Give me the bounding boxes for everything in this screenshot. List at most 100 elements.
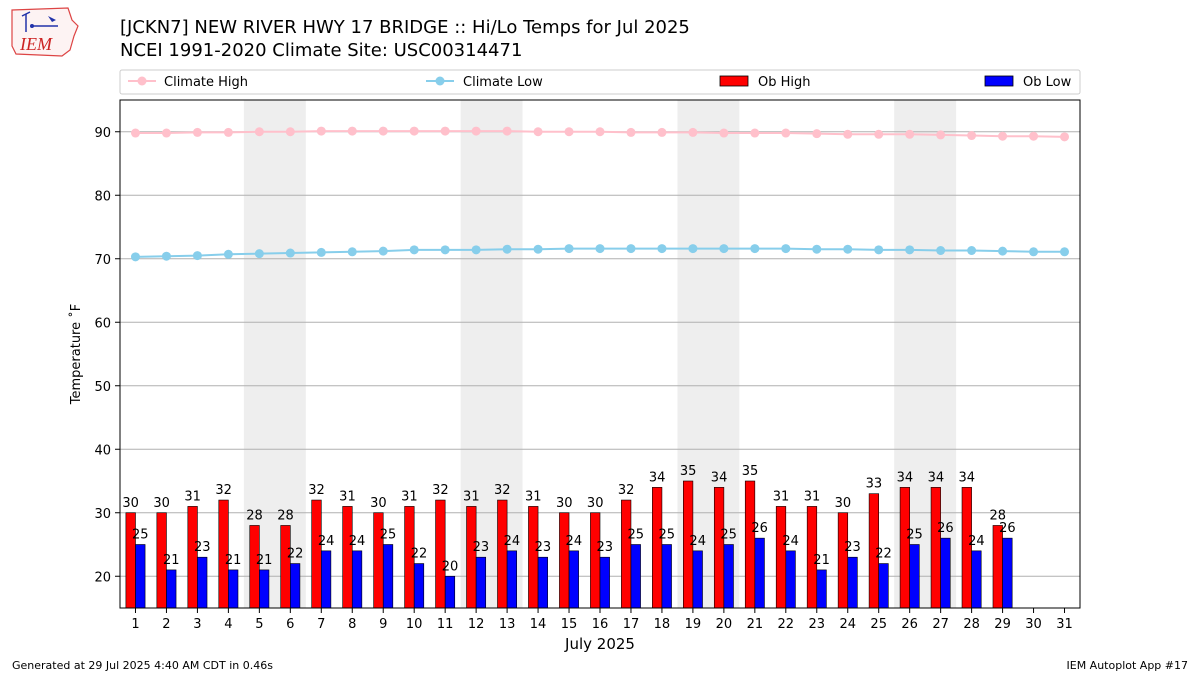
climate-high-point — [936, 130, 946, 140]
climate-low-point — [347, 247, 357, 257]
ob-high-bar-label: 31 — [773, 489, 790, 504]
ob-high-bar — [311, 499, 322, 609]
ob-low-bar-label: 21 — [256, 553, 273, 568]
ob-high-bar-label: 34 — [928, 470, 945, 485]
ob-low-bar-label: 23 — [597, 540, 614, 555]
x-tick-label: 11 — [437, 617, 454, 632]
legend: Climate High Climate Low Ob High Ob Low — [119, 69, 1081, 95]
ob-low-bar — [320, 550, 332, 609]
climate-high-point — [657, 127, 667, 137]
ob-high-bar-label: 31 — [525, 489, 542, 504]
ob-high-bar — [528, 506, 539, 609]
climate-high-point — [750, 128, 760, 138]
x-tick-label: 19 — [685, 617, 702, 632]
climate-low-point — [316, 247, 326, 257]
climate-high-point — [161, 128, 171, 138]
data-labels: 30 25 30 21 31 23 32 21 28 21 28 22 32 24 31 24 30 25 31 22… — [122, 464, 1015, 574]
climate-low-point — [285, 248, 295, 258]
climate-low-point — [254, 249, 264, 259]
ob-high-bar-label: 35 — [742, 464, 759, 479]
ob-high-bar — [775, 506, 787, 609]
climate-high-point — [502, 126, 512, 136]
ob-low-bar — [940, 537, 951, 609]
ob-low-bar — [537, 556, 548, 609]
climate-high-point — [471, 126, 481, 136]
ob-high-bar-label: 34 — [711, 470, 728, 485]
ob-high-bar — [280, 525, 291, 609]
ob-high-bar — [837, 512, 849, 609]
climate-high-point — [347, 126, 357, 136]
y-tick-label: 80 — [94, 189, 111, 204]
ob-low-bar — [413, 563, 425, 609]
ob-low-bar — [228, 569, 239, 609]
ob-low-bar-label: 25 — [720, 528, 737, 543]
ob-high-bar-label: 32 — [215, 483, 232, 498]
y-tick-label: 40 — [94, 443, 111, 458]
climate-low-point — [130, 252, 140, 262]
ob-low-bar-label: 24 — [782, 534, 799, 549]
ob-low-bar — [599, 556, 610, 609]
ob-low-bar — [166, 569, 177, 609]
ob-high-bar-label: 31 — [184, 489, 201, 504]
x-tick-label: 22 — [778, 617, 795, 632]
x-tick-label: 15 — [561, 617, 578, 632]
climate-low-point — [502, 244, 512, 254]
ob-high-bar-label: 34 — [959, 470, 976, 485]
climate-low-point — [781, 244, 791, 254]
climate-high-point — [626, 127, 636, 137]
y-axis-label: Temperature ˚F — [68, 304, 84, 405]
ob-low-bar — [197, 556, 208, 609]
legend-item-ob-low: Ob Low — [984, 75, 1072, 90]
climate-low-point — [223, 249, 233, 259]
ob-low-bar — [847, 556, 858, 609]
climate-low-point — [1029, 247, 1039, 257]
ob-high-bar-label: 31 — [339, 489, 356, 504]
ob-low-bar-label: 24 — [566, 534, 583, 549]
ob-high-bar-label: 31 — [463, 489, 480, 504]
ob-low-bar-label: 21 — [225, 553, 242, 568]
x-tick-label: 17 — [623, 617, 640, 632]
ob-high-bar — [497, 499, 508, 609]
ob-high-bar — [559, 512, 570, 609]
ob-high-bar-label: 31 — [401, 489, 418, 504]
x-tick-label: 10 — [406, 617, 423, 632]
x-tick-label: 1 — [131, 617, 139, 632]
climate-high-point — [192, 127, 202, 137]
climate-low-point — [905, 245, 915, 255]
chart-subtitle: NCEI 1991-2020 Climate Site: USC00314471 — [120, 40, 523, 61]
ob-low-bar — [723, 544, 734, 609]
legend-item-climate-high: Climate High — [128, 75, 248, 90]
x-tick-label: 21 — [747, 617, 764, 632]
ob-low-bar-label: 22 — [875, 547, 892, 562]
climate-high-point — [440, 126, 450, 136]
climate-low-point — [440, 245, 450, 255]
climate-high-point — [688, 127, 698, 137]
climate-high-point — [905, 129, 915, 139]
ob-high-bar-label: 31 — [804, 489, 821, 504]
x-tick-label: 8 — [348, 617, 356, 632]
ob-low-bar-label: 24 — [349, 534, 366, 549]
ob-high-bar-label: 28 — [990, 508, 1007, 523]
ob-low-bar-label: 25 — [658, 528, 675, 543]
x-tick-label: 14 — [530, 617, 547, 632]
legend-label-ob-low: Ob Low — [1023, 75, 1072, 90]
climate-high-point — [1060, 132, 1070, 142]
x-tick-label: 2 — [162, 617, 170, 632]
ob-low-bar-label: 20 — [442, 559, 459, 574]
climate-high-point — [781, 128, 791, 138]
ob-high-bar-label: 30 — [122, 496, 139, 511]
ob-low-bar-label: 23 — [844, 540, 861, 555]
logo-text: IEM — [19, 34, 53, 54]
climate-high-point — [409, 126, 419, 136]
climate-low-point — [750, 244, 760, 254]
ob-low-bar — [816, 569, 827, 609]
x-tick-label: 12 — [468, 617, 485, 632]
ob-low-bar-label: 26 — [751, 521, 768, 536]
app-id: IEM Autoplot App #17 — [1066, 659, 1189, 672]
climate-high-point — [285, 127, 295, 137]
climate-low-point — [874, 245, 884, 255]
ob-low-bar-label: 24 — [504, 534, 521, 549]
ob-low-bar — [475, 556, 487, 609]
climate-high-point — [533, 127, 543, 137]
